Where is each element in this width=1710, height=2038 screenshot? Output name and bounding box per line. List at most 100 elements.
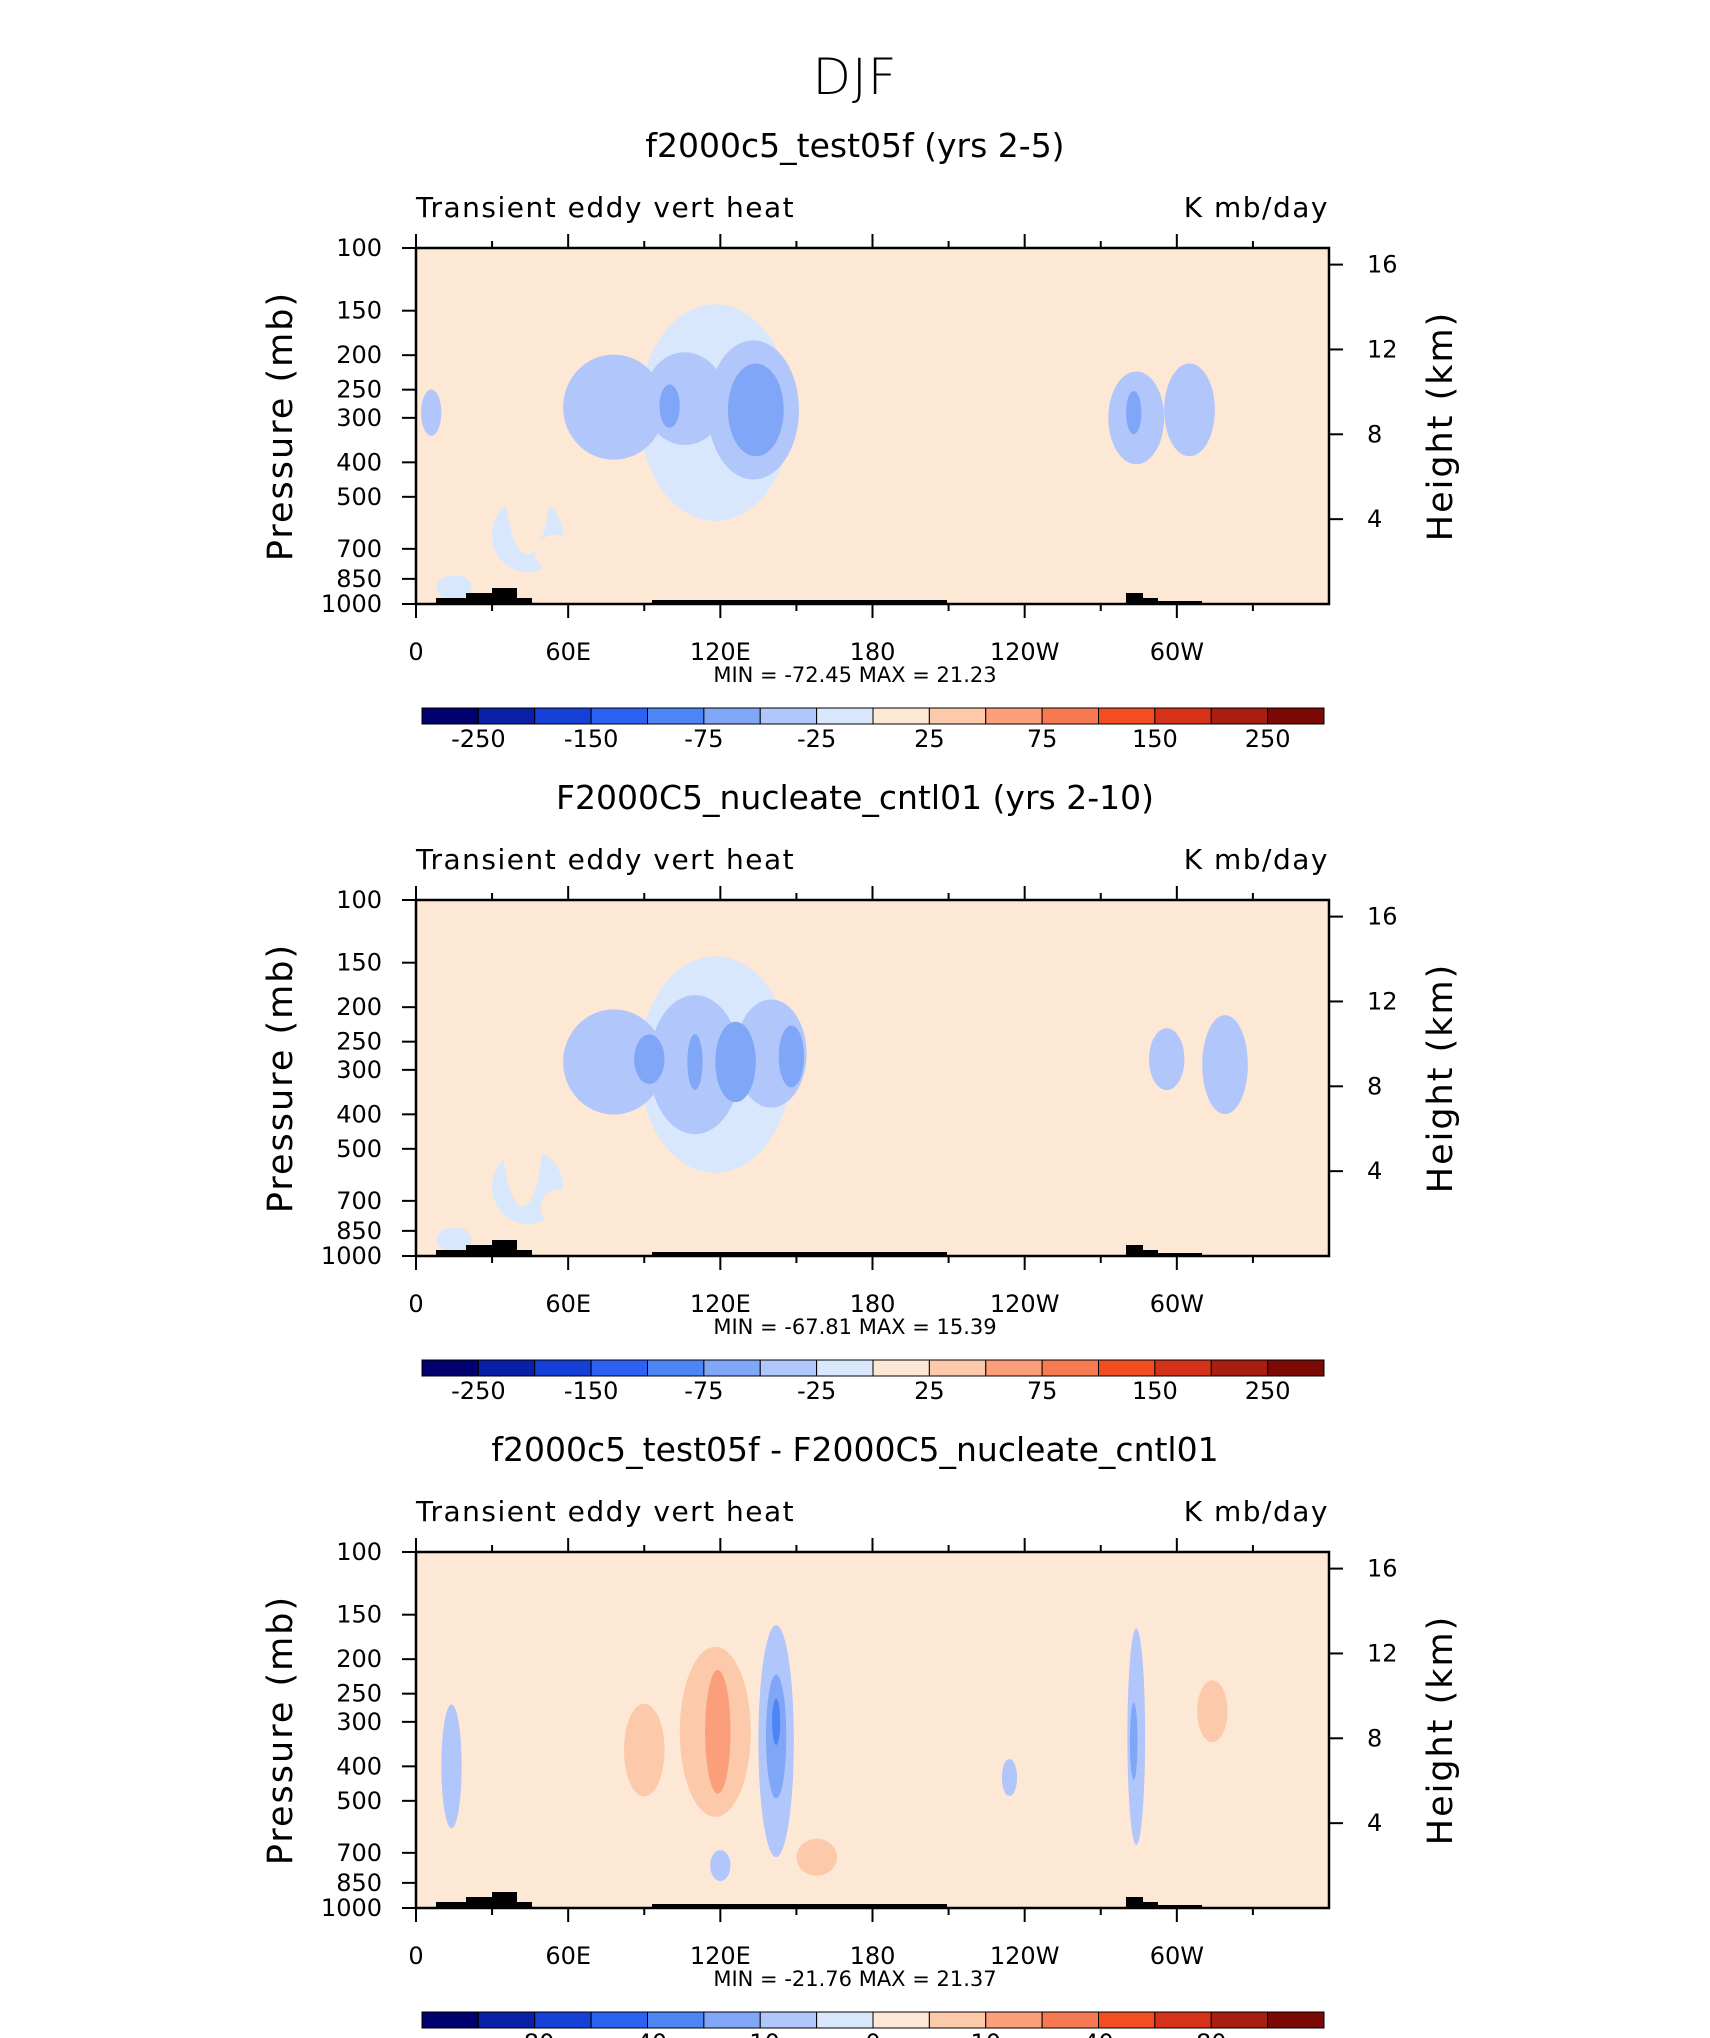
topography bbox=[1141, 1250, 1158, 1256]
colorbar-label: 25 bbox=[914, 725, 945, 753]
colorbar-swatch bbox=[928, 1359, 987, 1377]
colorbar-swatch bbox=[1041, 1359, 1099, 1377]
y2-tick-label: 8 bbox=[1367, 1072, 1382, 1100]
colorbar-swatch bbox=[872, 2011, 930, 2029]
y-tick-label: 100 bbox=[336, 886, 382, 914]
colorbar-swatch bbox=[1041, 707, 1099, 725]
y-tick-label: 250 bbox=[336, 1028, 382, 1056]
contour-region bbox=[504, 399, 551, 555]
contour-region bbox=[1148, 1028, 1185, 1091]
y-tick-label: 150 bbox=[336, 1601, 382, 1629]
colorbar-swatch bbox=[1210, 1359, 1269, 1377]
y2-tick-label: 16 bbox=[1367, 1555, 1398, 1583]
contour-region bbox=[1129, 1702, 1138, 1780]
colorbar-swatch bbox=[816, 707, 874, 725]
colorbar-swatch bbox=[1267, 707, 1325, 725]
colorbar-label: -150 bbox=[564, 1377, 618, 1405]
contour-region bbox=[512, 1567, 574, 1877]
y2-axis-label: Height (km) bbox=[1421, 311, 1461, 542]
y-tick-label: 150 bbox=[336, 949, 382, 977]
topography bbox=[1141, 598, 1158, 604]
right-label: K mb/day bbox=[1184, 843, 1329, 876]
contour-region bbox=[727, 363, 784, 457]
topography bbox=[492, 1892, 517, 1908]
contour-region bbox=[772, 1698, 781, 1746]
contour-region bbox=[857, 1109, 990, 1218]
contour-region bbox=[778, 1025, 805, 1088]
y-tick-label: 1000 bbox=[321, 590, 382, 618]
panel-3: f2000c5_test05f - F2000C5_nucleate_cntl0… bbox=[261, 1430, 1461, 2038]
colorbar-swatch bbox=[477, 2011, 536, 2029]
colorbar-label: 40 bbox=[1083, 2029, 1114, 2038]
y2-tick-label: 16 bbox=[1367, 251, 1398, 279]
colorbar-swatch bbox=[1154, 1359, 1212, 1377]
y-tick-label: 100 bbox=[336, 234, 382, 262]
x-tick-label: 120W bbox=[990, 1290, 1060, 1318]
topography bbox=[652, 600, 947, 604]
contour-region bbox=[1146, 1613, 1228, 1831]
colorbar-label: -10 bbox=[741, 2029, 780, 2038]
contour-region bbox=[1202, 1015, 1248, 1115]
x-tick-label: 60W bbox=[1150, 1942, 1204, 1970]
colorbar-swatch bbox=[534, 707, 592, 725]
colorbar-swatch bbox=[647, 2011, 705, 2029]
y-tick-label: 200 bbox=[336, 993, 382, 1021]
y-tick-label: 500 bbox=[336, 1135, 382, 1163]
right-label: K mb/day bbox=[1184, 191, 1329, 224]
topography bbox=[1158, 1253, 1202, 1256]
colorbar-label: -75 bbox=[684, 1377, 723, 1405]
colorbar-swatch bbox=[759, 1359, 818, 1377]
colorbar-swatch bbox=[928, 707, 987, 725]
y-tick-label: 700 bbox=[336, 1187, 382, 1215]
panel-title: F2000C5_nucleate_cntl01 (yrs 2-10) bbox=[556, 778, 1154, 817]
contour-region bbox=[705, 1669, 731, 1794]
colorbar-swatch bbox=[985, 707, 1043, 725]
y-tick-label: 200 bbox=[336, 1645, 382, 1673]
topography bbox=[652, 1252, 947, 1256]
y-tick-label: 1000 bbox=[321, 1894, 382, 1922]
contour-region bbox=[436, 575, 472, 601]
y-tick-label: 250 bbox=[336, 376, 382, 404]
y-tick-label: 150 bbox=[336, 297, 382, 325]
contour-region bbox=[1265, 1606, 1317, 1793]
x-tick-label: 0 bbox=[408, 1290, 423, 1318]
min-max-stats: MIN = -72.45 MAX = 21.23 bbox=[713, 663, 996, 687]
colorbar-swatch bbox=[421, 707, 479, 725]
colorbar-label: 80 bbox=[1196, 2029, 1227, 2038]
colorbar-swatch bbox=[872, 1359, 930, 1377]
colorbar-label: 150 bbox=[1132, 1377, 1178, 1405]
colorbar-swatch bbox=[1210, 707, 1269, 725]
contour-region bbox=[1039, 1597, 1081, 1876]
colorbar-label: -25 bbox=[797, 1377, 836, 1405]
y2-tick-label: 12 bbox=[1367, 1639, 1398, 1667]
topography bbox=[517, 1250, 532, 1256]
y-tick-label: 400 bbox=[336, 1752, 382, 1780]
colorbar-swatch bbox=[985, 1359, 1043, 1377]
colorbar-label: 250 bbox=[1245, 1377, 1291, 1405]
contour-region bbox=[1037, 924, 1089, 1002]
colorbar-label: 75 bbox=[1027, 725, 1058, 753]
contour-region bbox=[1197, 1680, 1228, 1743]
contour-region bbox=[984, 253, 1056, 347]
colorbar-swatch bbox=[1098, 1359, 1156, 1377]
topography bbox=[1141, 1902, 1158, 1908]
x-tick-label: 60E bbox=[545, 638, 591, 666]
contour-region bbox=[849, 475, 982, 575]
contour-region bbox=[1126, 390, 1142, 435]
colorbar-swatch bbox=[703, 2011, 761, 2029]
x-tick-label: 180 bbox=[850, 638, 896, 666]
topography bbox=[1126, 1897, 1143, 1908]
topography bbox=[1158, 601, 1202, 604]
colorbar-swatch bbox=[759, 707, 818, 725]
x-tick-label: 120E bbox=[690, 638, 751, 666]
topography bbox=[517, 598, 532, 604]
topography bbox=[466, 593, 492, 604]
colorbar-swatch bbox=[590, 1359, 648, 1377]
contour-region bbox=[623, 1703, 665, 1797]
colorbar-label: -150 bbox=[564, 725, 618, 753]
topography bbox=[492, 588, 517, 604]
colorbar-swatch bbox=[1041, 2011, 1099, 2029]
x-tick-label: 120W bbox=[990, 1942, 1060, 1970]
colorbar-swatch bbox=[872, 707, 930, 725]
colorbar-label: 150 bbox=[1132, 725, 1178, 753]
